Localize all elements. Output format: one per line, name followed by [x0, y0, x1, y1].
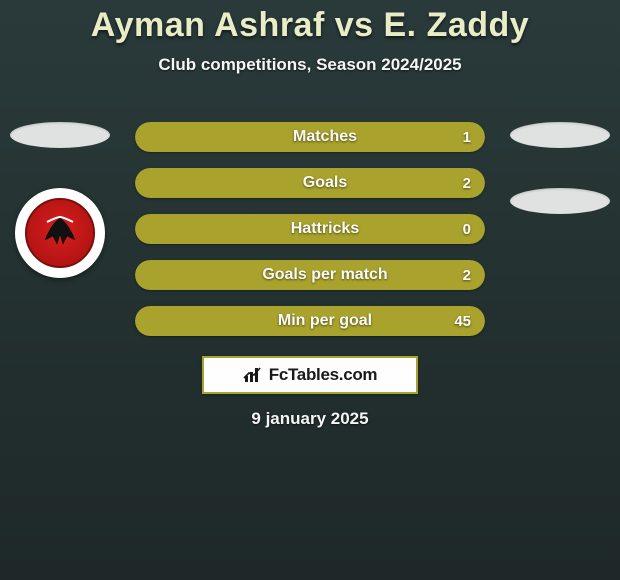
stat-value: 0 [463, 221, 471, 238]
eagle-icon [37, 210, 83, 256]
left-player-column [8, 122, 112, 278]
stat-row-goals_per_match: Goals per match2 [135, 260, 485, 290]
stat-row-hattricks: Hattricks0 [135, 214, 485, 244]
stat-label: Goals per match [135, 266, 485, 284]
stat-row-goals: Goals2 [135, 168, 485, 198]
stat-value: 2 [463, 267, 471, 284]
stat-label: Min per goal [135, 312, 485, 330]
brand-text: FcTables.com [269, 365, 378, 385]
page-title: Ayman Ashraf vs E. Zaddy [0, 6, 620, 45]
bar-chart-icon [243, 366, 263, 384]
stat-label: Matches [135, 128, 485, 146]
player-photo-placeholder-right-2 [510, 188, 610, 214]
player-photo-placeholder-left [10, 122, 110, 148]
club-logo-inner [25, 198, 95, 268]
stat-label: Goals [135, 174, 485, 192]
subtitle: Club competitions, Season 2024/2025 [0, 55, 620, 75]
stat-value: 1 [463, 129, 471, 146]
right-player-column [508, 122, 612, 214]
stat-value: 45 [454, 313, 471, 330]
player-photo-placeholder-right-1 [510, 122, 610, 148]
stat-row-min_per_goal: Min per goal45 [135, 306, 485, 336]
stat-label: Hattricks [135, 220, 485, 238]
stats-list: Matches1Goals2Hattricks0Goals per match2… [135, 122, 485, 336]
club-logo-left [15, 188, 105, 278]
header: Ayman Ashraf vs E. Zaddy Club competitio… [0, 0, 620, 75]
stat-value: 2 [463, 175, 471, 192]
date-label: 9 january 2025 [0, 409, 620, 429]
stat-row-matches: Matches1 [135, 122, 485, 152]
brand-badge[interactable]: FcTables.com [202, 356, 418, 394]
